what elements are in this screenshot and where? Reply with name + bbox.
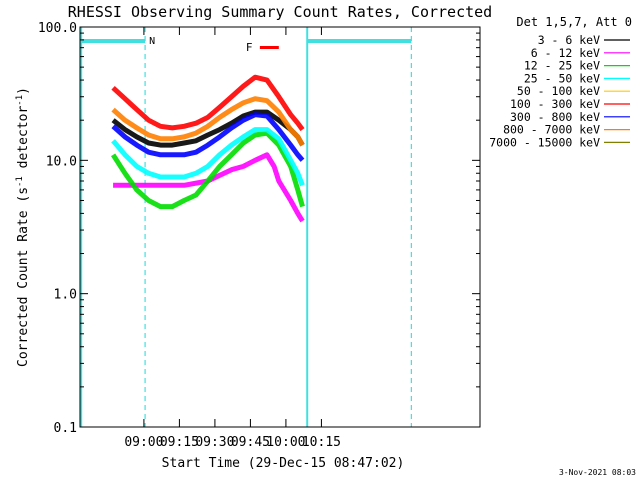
y-tick-label: 100.0 (38, 21, 77, 36)
y-axis-label-end: ) (16, 87, 31, 95)
y-tick-label: 10.0 (46, 154, 77, 169)
legend-label: 12 - 25 keV (524, 59, 600, 73)
legend-label: 300 - 800 keV (510, 110, 600, 124)
series-7-line (111, 96, 305, 147)
series-0-line (111, 109, 305, 148)
legend-label: 800 - 7000 keV (503, 123, 600, 137)
y-tick-label: 0.1 (54, 421, 77, 436)
x-tick-label: 09:45 (231, 435, 270, 450)
footer-timestamp: 3-Nov-2021 08:03 (559, 468, 636, 477)
y-axis-label-sup1: -1 (15, 176, 25, 187)
legend-label: 3 - 6 keV (538, 33, 600, 47)
x-axis-label: Start Time (29-Dec-15 08:47:02) (162, 456, 405, 471)
legend-label: 6 - 12 keV (531, 46, 600, 60)
flare-label: F (246, 41, 253, 54)
y-tick-label: 1.0 (54, 288, 77, 303)
legend-label: 25 - 50 keV (524, 71, 600, 85)
y-axis-label: Corrected Count Rate (s-1 detector-1) (15, 87, 31, 367)
y-axis-label-main: Corrected Count Rate (s (16, 187, 31, 367)
legend-title: Det 1,5,7, Att 0 (516, 15, 632, 29)
night-label: N (149, 36, 155, 47)
legend-label: 7000 - 15000 keV (489, 135, 600, 149)
series-1-line (113, 152, 305, 223)
series-3-line (111, 127, 305, 187)
plot-frame (79, 26, 481, 428)
legend-label: 100 - 300 keV (510, 97, 600, 111)
x-tick-label: 10:15 (302, 435, 341, 450)
series-2-line (110, 130, 305, 210)
axis-ticks: 100.0 10.0 1.0 0.1 09:0009:1509:3009:4510:00… (38, 21, 480, 450)
series-6-line (111, 112, 305, 162)
x-tick-label: 09:15 (160, 435, 199, 450)
x-tick-label: 09:30 (195, 435, 234, 450)
legend-label: 50 - 100 keV (517, 84, 600, 98)
series-5-line (111, 74, 305, 132)
chart-title: RHESSI Observing Summary Count Rates, Co… (68, 3, 492, 21)
x-tick-label: 09:00 (124, 435, 163, 450)
series-layer (110, 74, 305, 223)
x-tick-label: 10:00 (266, 435, 305, 450)
y-axis-label-sup2: -1 (15, 95, 25, 106)
y-axis-label-mid: detector (16, 106, 31, 177)
